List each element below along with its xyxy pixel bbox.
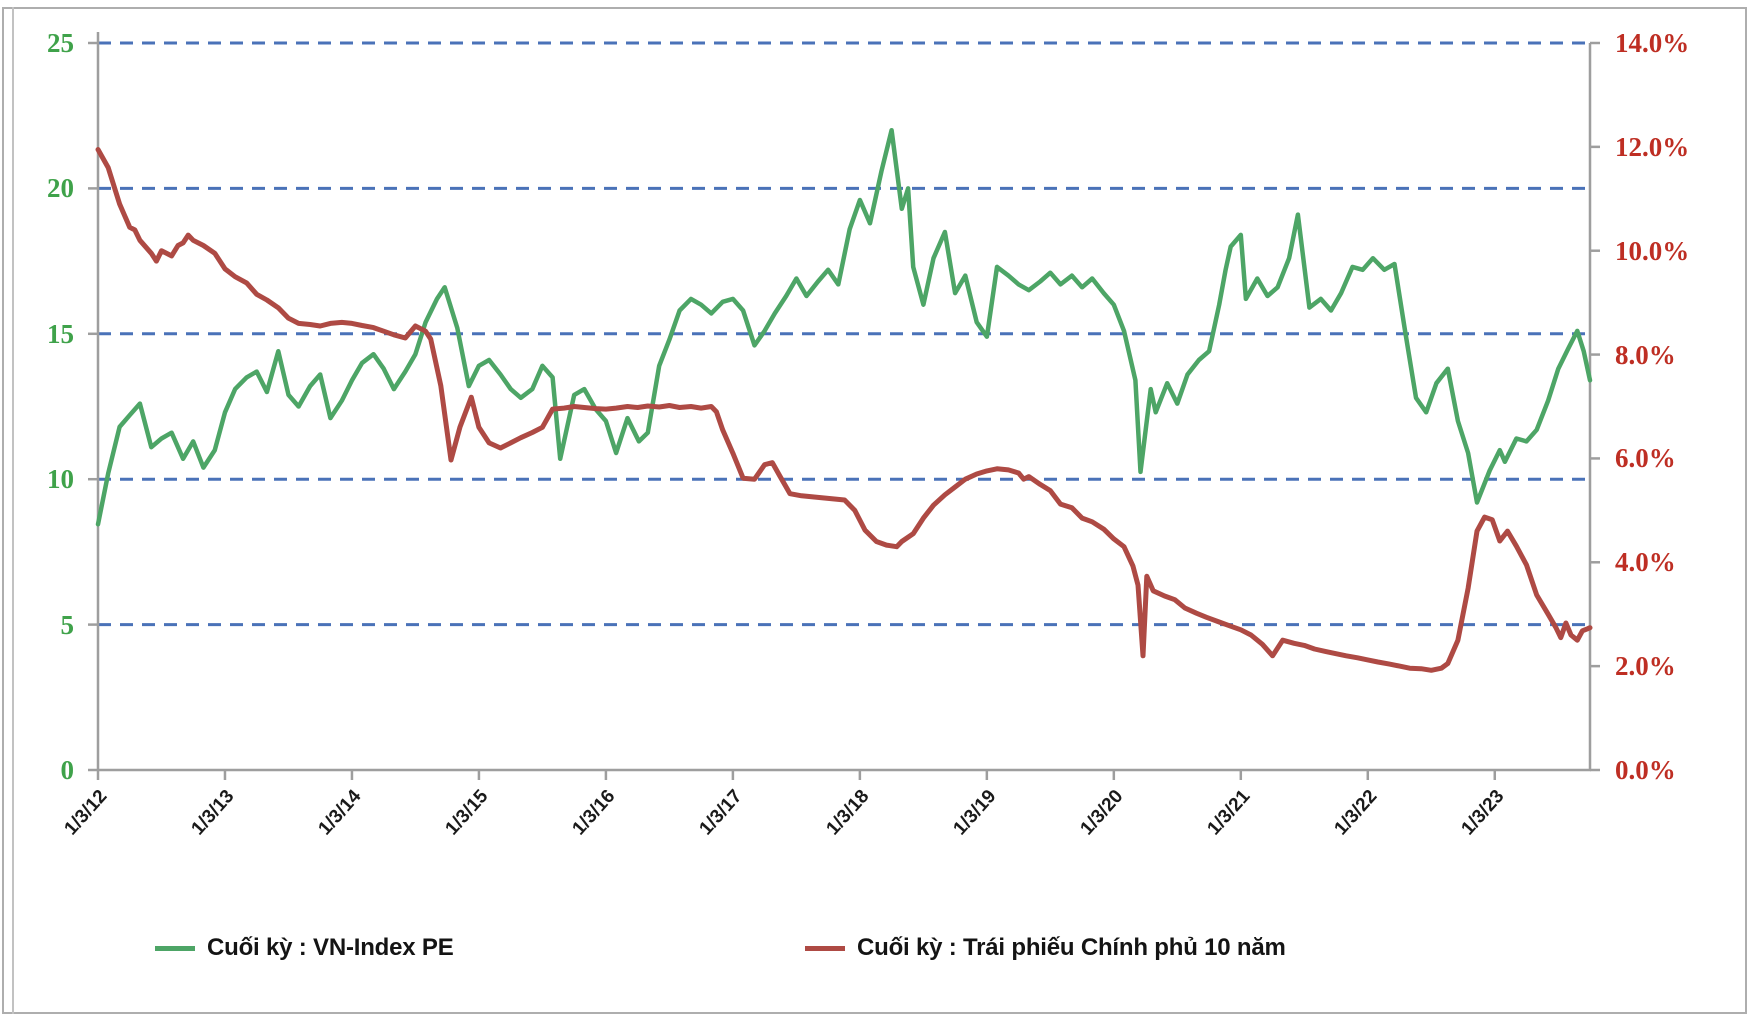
chart-outer-border: [2, 7, 1747, 1014]
right-axis-tick-label: 0.0%: [1615, 755, 1676, 785]
green-line-swatch: [155, 945, 195, 951]
left-axis-tick-label: 0: [60, 755, 75, 785]
right-axis-tick-label: 6.0%: [1615, 443, 1676, 474]
legend: Cuối kỳ : VN-Index PE Cuối kỳ : Trái phi…: [0, 928, 1752, 978]
legend-label-bond-10y: Cuối kỳ : Trái phiếu Chính phủ 10 năm: [857, 934, 1286, 961]
left-axis-tick-label: 15: [47, 318, 74, 349]
legend-item-vnindex-pe: Cuối kỳ : VN-Index PE: [155, 928, 454, 968]
left-axis-tick-label: 25: [47, 28, 74, 58]
series-line-0: [95, 127, 1593, 527]
red-line-swatch: [805, 945, 845, 951]
right-axis-tick-label: 8.0%: [1615, 339, 1676, 370]
legend-label-vnindex-pe: Cuối kỳ : VN-Index PE: [207, 934, 454, 961]
left-axis-tick-label: 20: [47, 173, 74, 204]
left-axis-tick-label: 10: [47, 464, 74, 495]
right-axis-tick-label: 12.0%: [1615, 131, 1690, 162]
right-axis-tick-label: 2.0%: [1615, 651, 1676, 682]
right-axis-tick-label: 14.0%: [1615, 28, 1690, 58]
chart-inner-left-border: [12, 7, 14, 1014]
right-axis-tick-label: 4.0%: [1615, 547, 1676, 578]
legend-item-bond-10y: Cuối kỳ : Trái phiếu Chính phủ 10 năm: [805, 928, 1286, 968]
right-axis-tick-label: 10.0%: [1615, 235, 1690, 266]
series-line-1: [95, 147, 1593, 673]
left-axis-tick-label: 5: [60, 609, 75, 640]
